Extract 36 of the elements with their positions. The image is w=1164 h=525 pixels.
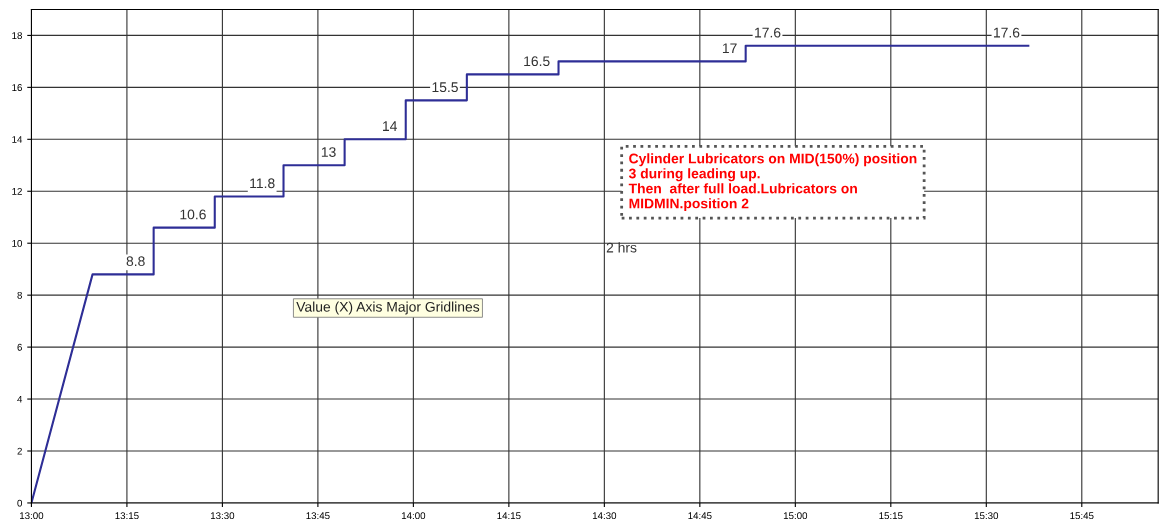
y-tick-label: 12 xyxy=(12,188,22,195)
annotation: 2 hrs xyxy=(606,242,637,253)
data-label: 17.6 xyxy=(994,27,1020,38)
x-tick-label: 15:15 xyxy=(879,512,903,520)
data-label: 17 xyxy=(722,43,737,53)
x-tick-label: 14:30 xyxy=(592,512,617,520)
x-tick-label: 14:15 xyxy=(497,512,521,520)
data-label: 8.8 xyxy=(126,256,145,267)
x-tick-label: 15:30 xyxy=(974,512,999,520)
y-tick-label: 16 xyxy=(12,84,22,91)
x-tick-label: 15:45 xyxy=(1070,512,1094,520)
data-label: 15.5 xyxy=(432,82,458,93)
x-tick-label: 13:00 xyxy=(20,512,44,520)
annotation: Cylinder Lubricators on MID(150%) position 3 during leading up. Then after full load.Lubricators on MIDMIN.position 2 xyxy=(628,153,917,212)
y-tick-label: 4 xyxy=(17,395,23,403)
data-label: 10.6 xyxy=(180,209,206,220)
x-tick-label: 13:30 xyxy=(210,512,235,520)
x-tick-label: 13:15 xyxy=(115,512,139,520)
y-tick-label: 8 xyxy=(17,291,22,299)
annotation: Value (X) Axis Major Gridlines xyxy=(296,301,480,315)
data-label: 13 xyxy=(321,147,336,157)
line-series xyxy=(31,44,1030,503)
y-tick-label: 2 xyxy=(17,447,22,455)
x-tick-label: 14:45 xyxy=(688,512,712,520)
y-tick-label: 14 xyxy=(12,136,23,143)
y-tick-label: 10 xyxy=(12,239,23,247)
y-tick-label: 0 xyxy=(17,499,23,507)
data-label: 11.8 xyxy=(250,178,275,189)
x-tick-label: 15:00 xyxy=(783,512,808,520)
data-label: 16.5 xyxy=(524,56,550,67)
x-tick-label: 14:00 xyxy=(401,512,426,520)
y-tick-label: 18 xyxy=(12,32,22,40)
data-label: 14 xyxy=(383,121,397,131)
y-tick-label: 6 xyxy=(17,343,22,351)
data-label: 17.6 xyxy=(755,27,781,38)
x-tick-label: 13:45 xyxy=(306,512,330,520)
